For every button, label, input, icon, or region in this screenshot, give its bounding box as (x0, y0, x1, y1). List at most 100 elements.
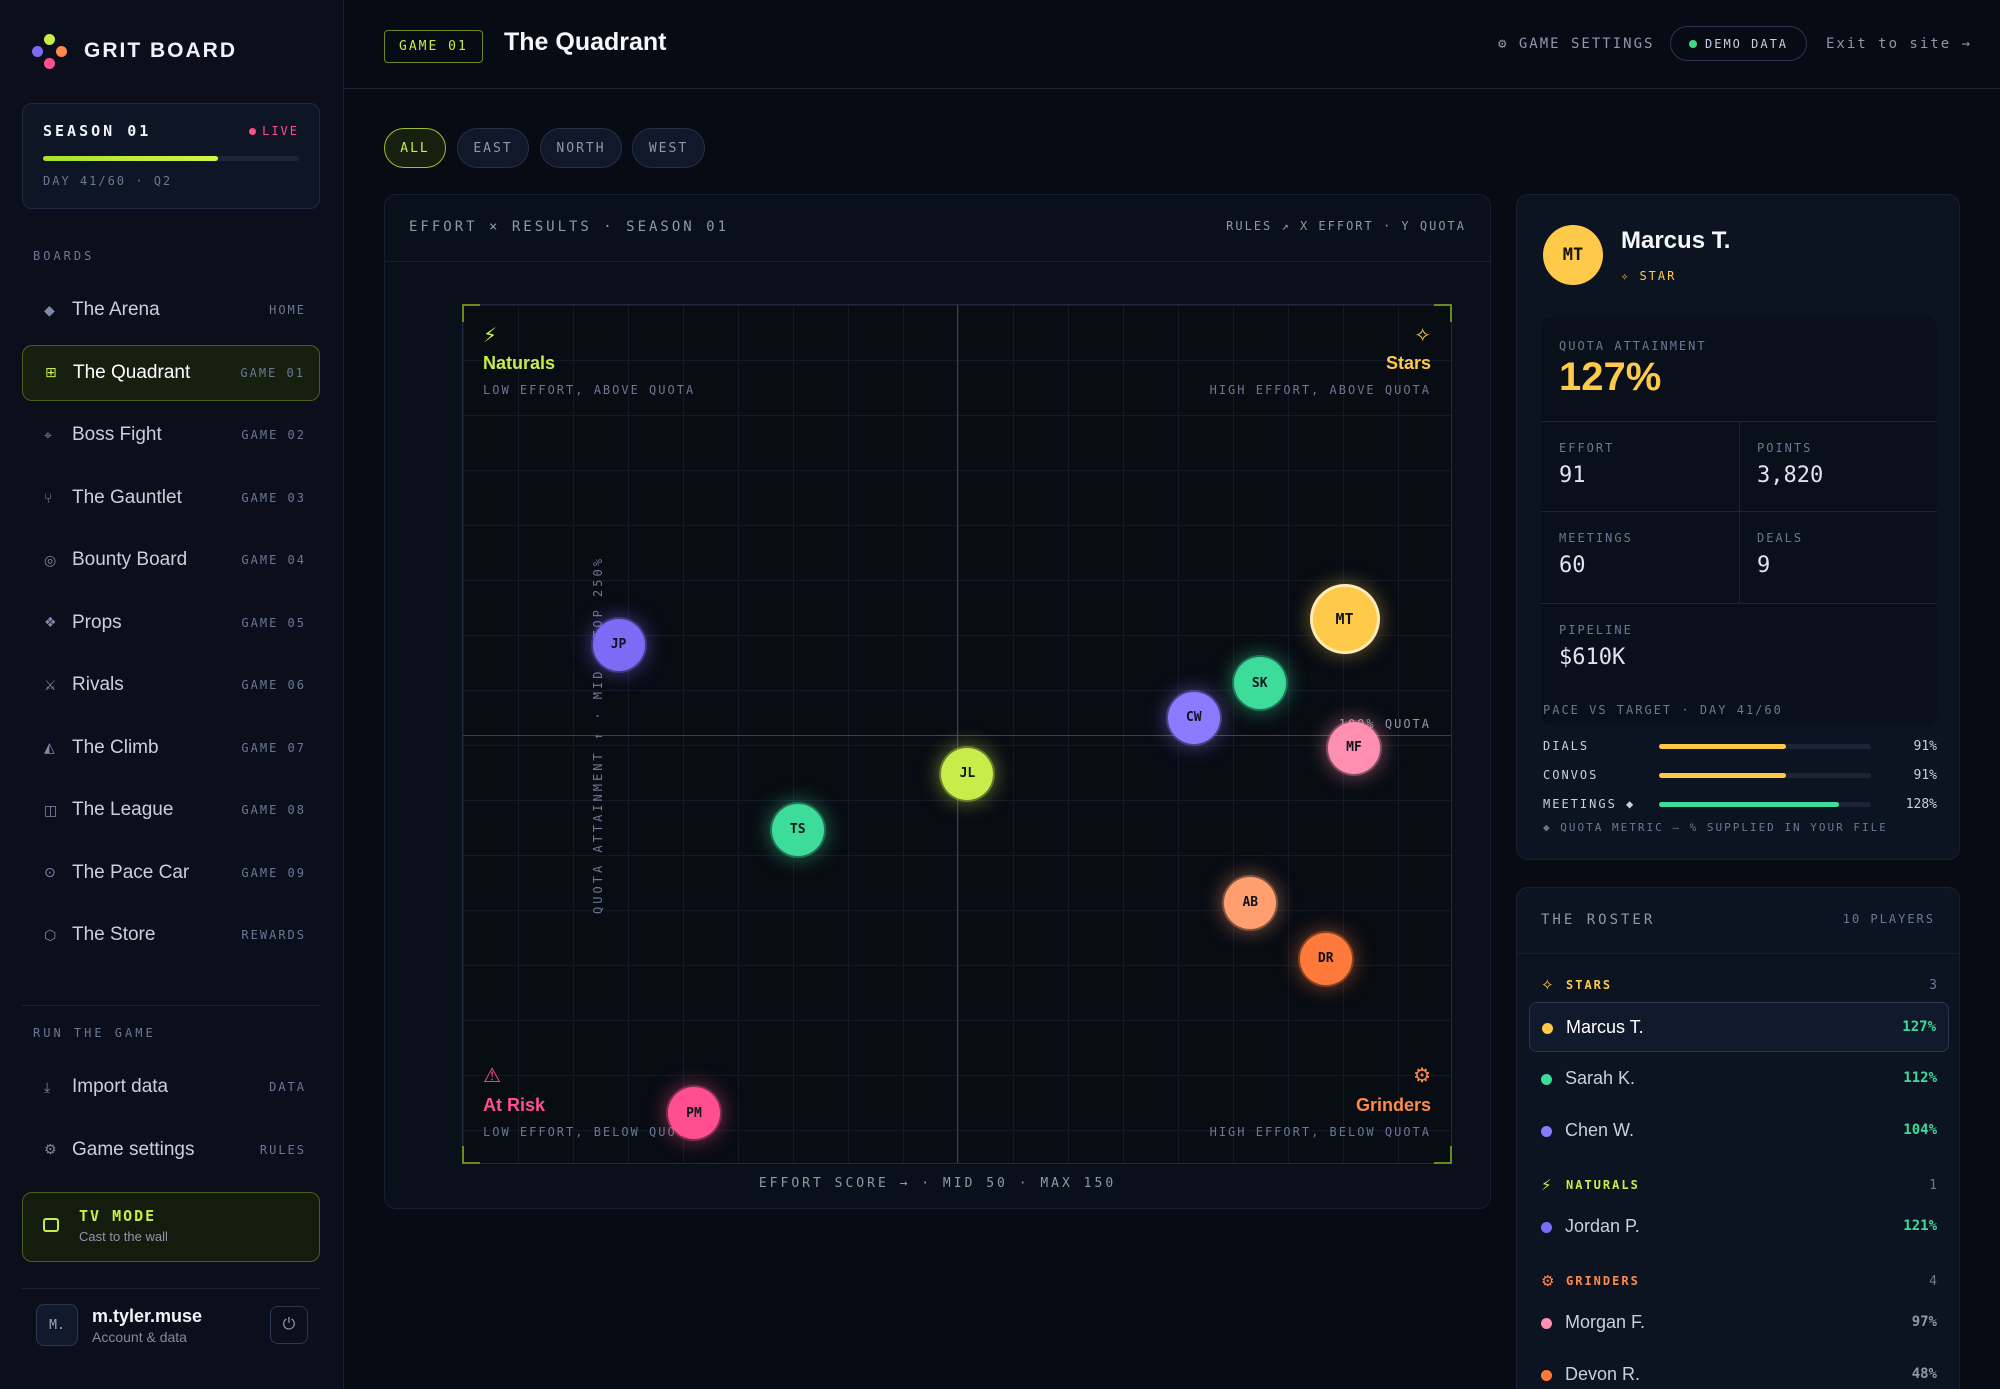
nav-item-label: The Quadrant (73, 361, 191, 383)
sparkle-icon: ✧ (1414, 325, 1431, 347)
live-badge: LIVE (249, 124, 299, 138)
roster-group-count: 1 (1929, 1178, 1937, 1193)
season-progress-bar (43, 156, 299, 161)
player-dot-mf[interactable]: MF (1328, 721, 1380, 774)
points-value: 3,820 (1757, 463, 1824, 488)
nav-item-tag: DATA (269, 1080, 306, 1094)
nav-item-tag: GAME 04 (241, 553, 306, 567)
player-dot-jl[interactable]: JL (941, 747, 994, 800)
nav-item-label: Boss Fight (72, 424, 162, 445)
quota-label: QUOTA ATTAINMENT (1559, 339, 1707, 353)
player-dot-ab[interactable]: AB (1224, 876, 1277, 929)
pace-fill (1659, 744, 1787, 749)
boards-section-label: BOARDS (33, 249, 95, 263)
user-sub: Account & data (92, 1328, 187, 1345)
roster-row[interactable]: Chen W. 104% (1529, 1106, 1949, 1156)
chart-rules-link[interactable]: RULES ↗ X EFFORT · Y QUOTA (1226, 219, 1466, 233)
effort-value: 91 (1559, 463, 1586, 488)
chart-header: EFFORT × RESULTS · SEASON 01 RULES ↗ X E… (385, 195, 1490, 262)
filter-east[interactable]: EAST (457, 128, 529, 168)
player-color-dot (1542, 1023, 1553, 1034)
points-label: POINTS (1757, 441, 1813, 455)
player-card: MT Marcus T. ✧ STAR QUOTA ATTAINMENT 127… (1516, 194, 1960, 860)
sidebar-item-the-arena[interactable]: ◆ The Arena HOME (22, 282, 320, 338)
run-section-label: RUN THE GAME (33, 1026, 156, 1040)
sidebar-item-the-store[interactable]: ⬡ The Store REWARDS (22, 907, 320, 963)
sidebar-item-the-pace-car[interactable]: ⊙ The Pace Car GAME 09 (22, 845, 320, 901)
power-icon[interactable]: ⏻ (270, 1306, 308, 1344)
sidebar-item-boss-fight[interactable]: ⌖ Boss Fight GAME 02 (22, 407, 320, 463)
demo-data-pill[interactable]: DEMO DATA (1670, 26, 1808, 61)
pace-track (1659, 744, 1871, 749)
gauge-icon: ⊙ (44, 864, 56, 880)
roster-row[interactable]: Morgan F. 97% (1529, 1298, 1949, 1348)
exit-link[interactable]: Exit to site → (1826, 36, 1973, 52)
nav-item-tag: GAME 05 (241, 615, 306, 630)
sidebar-item-import-data[interactable]: ⤓ Import data DATA (22, 1059, 320, 1115)
pace-track (1659, 773, 1871, 778)
chart-title: EFFORT × RESULTS · SEASON 01 (409, 219, 730, 235)
sidebar-item-rivals[interactable]: ⚔ Rivals GAME 06 (22, 657, 320, 713)
player-dot-cw[interactable]: CW (1167, 691, 1220, 744)
sidebar-item-the-climb[interactable]: ◭ The Climb GAME 07 (22, 720, 320, 776)
nav-item-tag: GAME 09 (241, 865, 306, 880)
game-settings-link[interactable]: ⚙ GAME SETTINGS (1498, 36, 1655, 52)
player-color-dot (1541, 1126, 1552, 1137)
sidebar-item-the-league[interactable]: ◫ The League GAME 08 (22, 782, 320, 838)
sparkle-icon: ❖ (44, 614, 57, 630)
season-day: DAY 41/60 · Q2 (43, 174, 173, 188)
player-color-dot (1541, 1222, 1552, 1233)
tv-mode-sub: Cast to the wall (79, 1229, 168, 1244)
roster-group-stars: ✧ STARS 3 (1541, 976, 1937, 996)
grid-icon: ⊞ (45, 364, 57, 380)
quadrant-chart-panel: EFFORT × RESULTS · SEASON 01 RULES ↗ X E… (384, 194, 1491, 1209)
roster-row[interactable]: Marcus T. 127% (1529, 1002, 1949, 1052)
filter-all[interactable]: ALL (384, 128, 446, 168)
roster-player-quota: 104% (1903, 1122, 1937, 1138)
roster-row[interactable]: Jordan P. 121% (1529, 1202, 1949, 1252)
meetings-label: MEETINGS (1559, 531, 1633, 545)
roster-player-quota: 48% (1911, 1366, 1937, 1382)
player-dot-jp[interactable]: JP (592, 618, 645, 671)
player-stats: QUOTA ATTAINMENT 127% EFFORT 91 POINTS 3… (1541, 317, 1937, 725)
quadrant-plot: ⚡ Naturals LOW EFFORT, ABOVE QUOTA ✧ Sta… (462, 304, 1452, 1164)
download-icon: ⤓ (44, 1078, 51, 1095)
roster-group-count: 3 (1929, 978, 1937, 993)
y-axis-label: QUOTA ATTAINMENT ↑ · MID · TOP 250% (591, 556, 605, 914)
swords-icon: ⚔ (44, 676, 57, 693)
player-dot-ts[interactable]: TS (771, 803, 824, 856)
player-dot-dr[interactable]: DR (1299, 932, 1352, 985)
roster-group-label: GRINDERS (1566, 1274, 1640, 1288)
player-name: Marcus T. (1621, 227, 1731, 254)
player-dot-pm[interactable]: PM (668, 1087, 720, 1140)
roster-row[interactable]: Devon R. 48% (1529, 1350, 1949, 1389)
player-dot-sk[interactable]: SK (1233, 657, 1286, 710)
player-avatar: MT (1543, 225, 1603, 285)
pace-value: 128% (1905, 797, 1937, 812)
effort-mid-line (957, 305, 958, 1163)
sidebar-item-the-gauntlet[interactable]: ⑂ The Gauntlet GAME 03 (22, 470, 320, 526)
nav-item-tag: HOME (269, 303, 306, 317)
player-dot-mt[interactable]: MT (1312, 586, 1377, 651)
filter-west[interactable]: WEST (632, 128, 705, 168)
user-account[interactable]: M. m.tyler.muse Account & data ⏻ (36, 1303, 308, 1347)
status-dot-icon (1689, 39, 1697, 48)
target-icon: ◎ (44, 551, 57, 568)
nav-item-label: Props (72, 611, 122, 633)
top-bar: GAME 01 The Quadrant ⚙ GAME SETTINGS DEM… (344, 0, 2000, 89)
pace-label: CONVOS (1543, 768, 1599, 782)
filter-north[interactable]: NORTH (540, 128, 622, 168)
deals-value: 9 (1757, 553, 1771, 578)
sidebar-item-game-settings[interactable]: ⚙ Game settings RULES (22, 1122, 320, 1178)
sidebar-item-bounty-board[interactable]: ◎ Bounty Board GAME 04 (22, 532, 320, 588)
brand-logo-icon (30, 32, 68, 70)
sidebar-item-props[interactable]: ❖ Props GAME 05 (22, 595, 320, 651)
tv-mode-button[interactable]: TV MODE Cast to the wall (22, 1192, 320, 1262)
nav-item-tag: GAME 06 (241, 678, 306, 692)
brand[interactable]: GRIT BOARD (30, 32, 237, 70)
game-tag: GAME 01 (384, 30, 483, 63)
player-color-dot (1541, 1074, 1552, 1085)
roster-row[interactable]: Sarah K. 112% (1529, 1054, 1949, 1104)
sidebar-item-the-quadrant[interactable]: ⊞ The Quadrant GAME 01 (22, 344, 320, 401)
